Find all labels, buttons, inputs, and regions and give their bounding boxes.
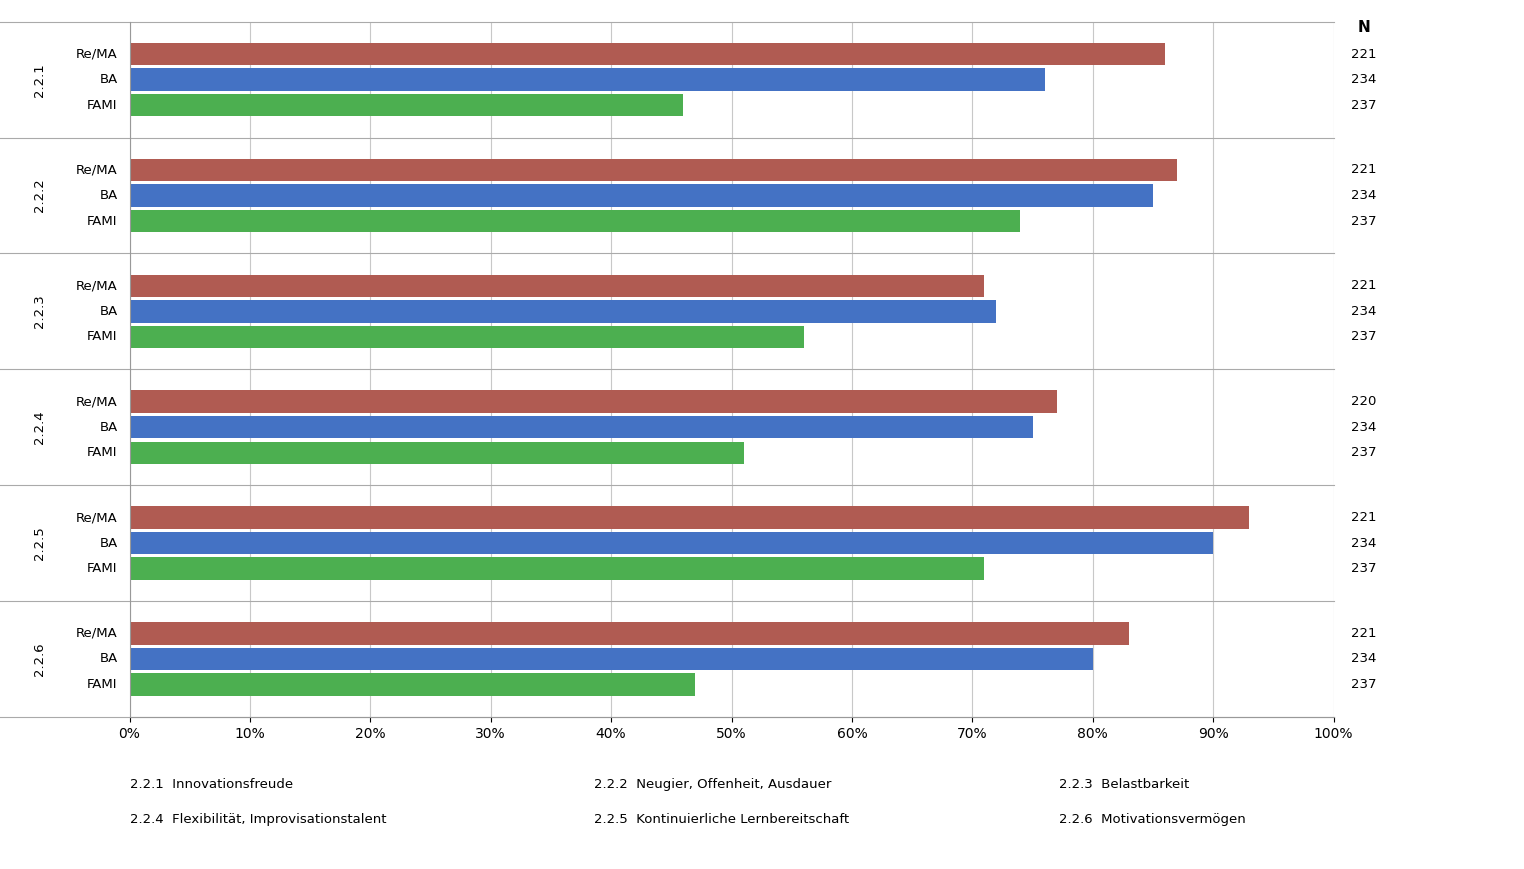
Text: BA: BA bbox=[99, 189, 117, 202]
Text: Re/MA: Re/MA bbox=[76, 395, 117, 408]
Text: 234: 234 bbox=[1350, 73, 1376, 86]
Bar bbox=[130, 557, 985, 580]
Text: FAMI: FAMI bbox=[87, 215, 117, 228]
Text: 2.2.3: 2.2.3 bbox=[32, 295, 46, 328]
Bar bbox=[130, 184, 1152, 207]
Text: 234: 234 bbox=[1350, 537, 1376, 549]
Text: BA: BA bbox=[99, 305, 117, 318]
Text: 2.2.4  Flexibilität, Improvisationstalent: 2.2.4 Flexibilität, Improvisationstalent bbox=[130, 813, 386, 826]
Text: FAMI: FAMI bbox=[87, 562, 117, 575]
Text: Re/MA: Re/MA bbox=[76, 627, 117, 640]
Text: 234: 234 bbox=[1350, 421, 1376, 434]
Bar bbox=[130, 69, 1044, 91]
Bar bbox=[130, 441, 744, 464]
Text: 234: 234 bbox=[1350, 305, 1376, 318]
Text: BA: BA bbox=[99, 73, 117, 86]
Text: 2.2.4: 2.2.4 bbox=[32, 410, 46, 444]
Bar bbox=[130, 275, 985, 297]
Bar bbox=[130, 622, 1129, 645]
Bar bbox=[130, 390, 1056, 413]
Text: 237: 237 bbox=[1350, 678, 1376, 691]
Bar bbox=[130, 673, 695, 696]
Text: 237: 237 bbox=[1350, 330, 1376, 343]
Text: Re/MA: Re/MA bbox=[76, 163, 117, 176]
Text: FAMI: FAMI bbox=[87, 99, 117, 112]
Text: 221: 221 bbox=[1350, 627, 1376, 640]
Text: 220: 220 bbox=[1350, 395, 1376, 408]
Text: 2.2.5  Kontinuierliche Lernbereitschaft: 2.2.5 Kontinuierliche Lernbereitschaft bbox=[594, 813, 849, 826]
Text: 2.2.6  Motivationsvermögen: 2.2.6 Motivationsvermögen bbox=[1059, 813, 1247, 826]
Text: 2.2.1  Innovationsfreude: 2.2.1 Innovationsfreude bbox=[130, 778, 293, 791]
Text: 237: 237 bbox=[1350, 99, 1376, 112]
Text: 2.2.6: 2.2.6 bbox=[32, 642, 46, 676]
Bar bbox=[130, 532, 1213, 554]
Text: N: N bbox=[1358, 20, 1370, 35]
Bar bbox=[130, 209, 1021, 232]
Text: 2.2.2: 2.2.2 bbox=[32, 179, 46, 212]
Text: 234: 234 bbox=[1350, 189, 1376, 202]
Text: Re/MA: Re/MA bbox=[76, 511, 117, 524]
Text: BA: BA bbox=[99, 653, 117, 666]
Text: Re/MA: Re/MA bbox=[76, 48, 117, 61]
Bar bbox=[130, 43, 1164, 65]
Text: 2.2.1: 2.2.1 bbox=[32, 63, 46, 96]
Bar bbox=[130, 300, 997, 322]
Text: 237: 237 bbox=[1350, 447, 1376, 460]
Bar bbox=[130, 94, 683, 116]
Text: 237: 237 bbox=[1350, 562, 1376, 575]
Text: 2.2.3  Belastbarkeit: 2.2.3 Belastbarkeit bbox=[1059, 778, 1189, 791]
Bar bbox=[130, 507, 1250, 529]
Bar bbox=[130, 159, 1177, 182]
Text: 221: 221 bbox=[1350, 279, 1376, 292]
Text: 221: 221 bbox=[1350, 163, 1376, 176]
Text: Re/MA: Re/MA bbox=[76, 279, 117, 292]
Text: 221: 221 bbox=[1350, 511, 1376, 524]
Bar bbox=[130, 326, 803, 348]
Bar bbox=[130, 416, 1033, 439]
Text: 221: 221 bbox=[1350, 48, 1376, 61]
Text: BA: BA bbox=[99, 421, 117, 434]
Text: BA: BA bbox=[99, 537, 117, 549]
Text: FAMI: FAMI bbox=[87, 678, 117, 691]
Bar bbox=[130, 647, 1093, 670]
Text: 2.2.5: 2.2.5 bbox=[32, 527, 46, 560]
Text: FAMI: FAMI bbox=[87, 447, 117, 460]
Text: 234: 234 bbox=[1350, 653, 1376, 666]
Text: 237: 237 bbox=[1350, 215, 1376, 228]
Text: FAMI: FAMI bbox=[87, 330, 117, 343]
Text: 2.2.2  Neugier, Offenheit, Ausdauer: 2.2.2 Neugier, Offenheit, Ausdauer bbox=[594, 778, 832, 791]
